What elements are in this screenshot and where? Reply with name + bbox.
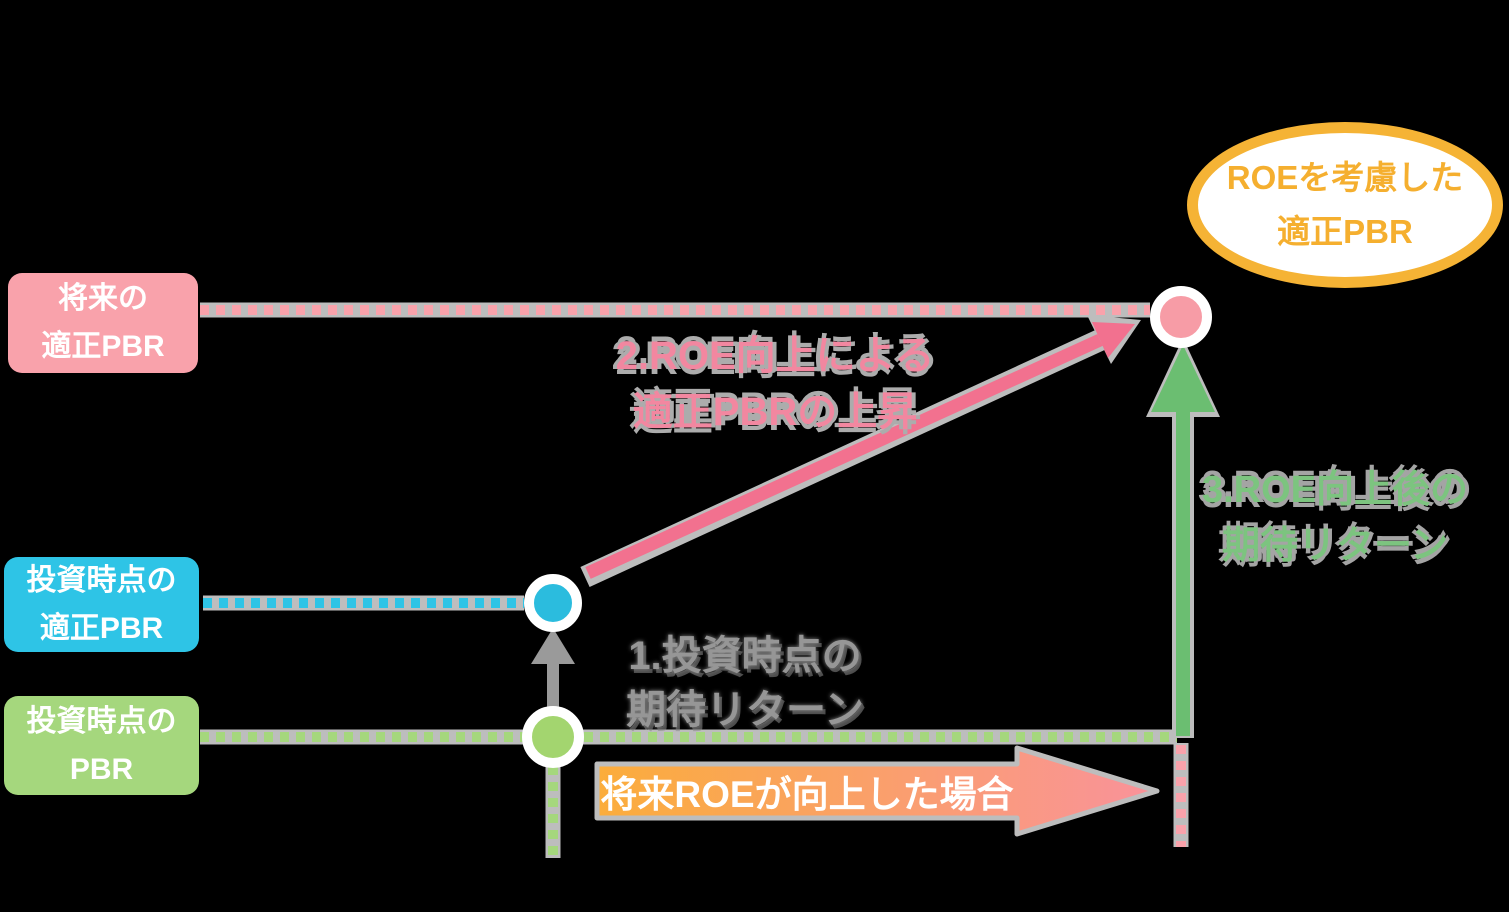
scenario-arrow-label: 将来ROEが向上した場合 — [600, 774, 1014, 815]
annotation-step1-line2: 期待リターン — [626, 688, 864, 732]
label-invest-pbr: 投資時点の PBR — [4, 696, 199, 795]
bubble-line1: ROEを考慮した — [1226, 159, 1464, 196]
step1-gray-arrow — [531, 628, 575, 712]
label-line: 適正PBR — [41, 330, 165, 363]
step3-green-arrow — [1146, 338, 1220, 738]
annotation-step3: 3.ROE向上後の 期待リターン — [1190, 462, 1480, 574]
label-future-fair-pbr: 将来の 適正PBR — [8, 273, 198, 373]
label-line: PBR — [69, 752, 134, 786]
annotation-step2-line2: 適正PBRの上昇 — [632, 390, 918, 434]
scenario-arrow-shape — [594, 745, 1160, 837]
annotation-step2-line1: 2.ROE向上による — [615, 334, 935, 378]
invest-pbr-dot — [522, 706, 584, 768]
invest-fair-pbr-dot — [524, 574, 582, 632]
label-line: 将来の — [58, 282, 148, 315]
step2-pink-arrow — [580, 315, 1141, 587]
roe-fair-pbr-bubble: ROEを考慮した 適正PBR — [1187, 122, 1503, 288]
annotation-step2: 2.ROE向上による 適正PBRの上昇 — [575, 328, 975, 440]
annotation-step3-line2: 期待リターン — [1221, 525, 1449, 567]
label-line: 投資時点の — [26, 563, 177, 597]
annotation-step1: 1.投資時点の 期待リターン — [545, 629, 945, 737]
annotation-step3-line1: 3.ROE向上後の — [1201, 469, 1469, 511]
label-line: 投資時点の — [26, 704, 177, 738]
label-invest-fair-pbr: 投資時点の 適正PBR — [4, 557, 199, 652]
future-fair-pbr-dot — [1150, 286, 1212, 348]
annotation-step1-line1: 1.投資時点の — [628, 634, 862, 678]
label-line: 適正PBR — [39, 611, 164, 645]
bubble-line2: 適正PBR — [1277, 213, 1413, 250]
